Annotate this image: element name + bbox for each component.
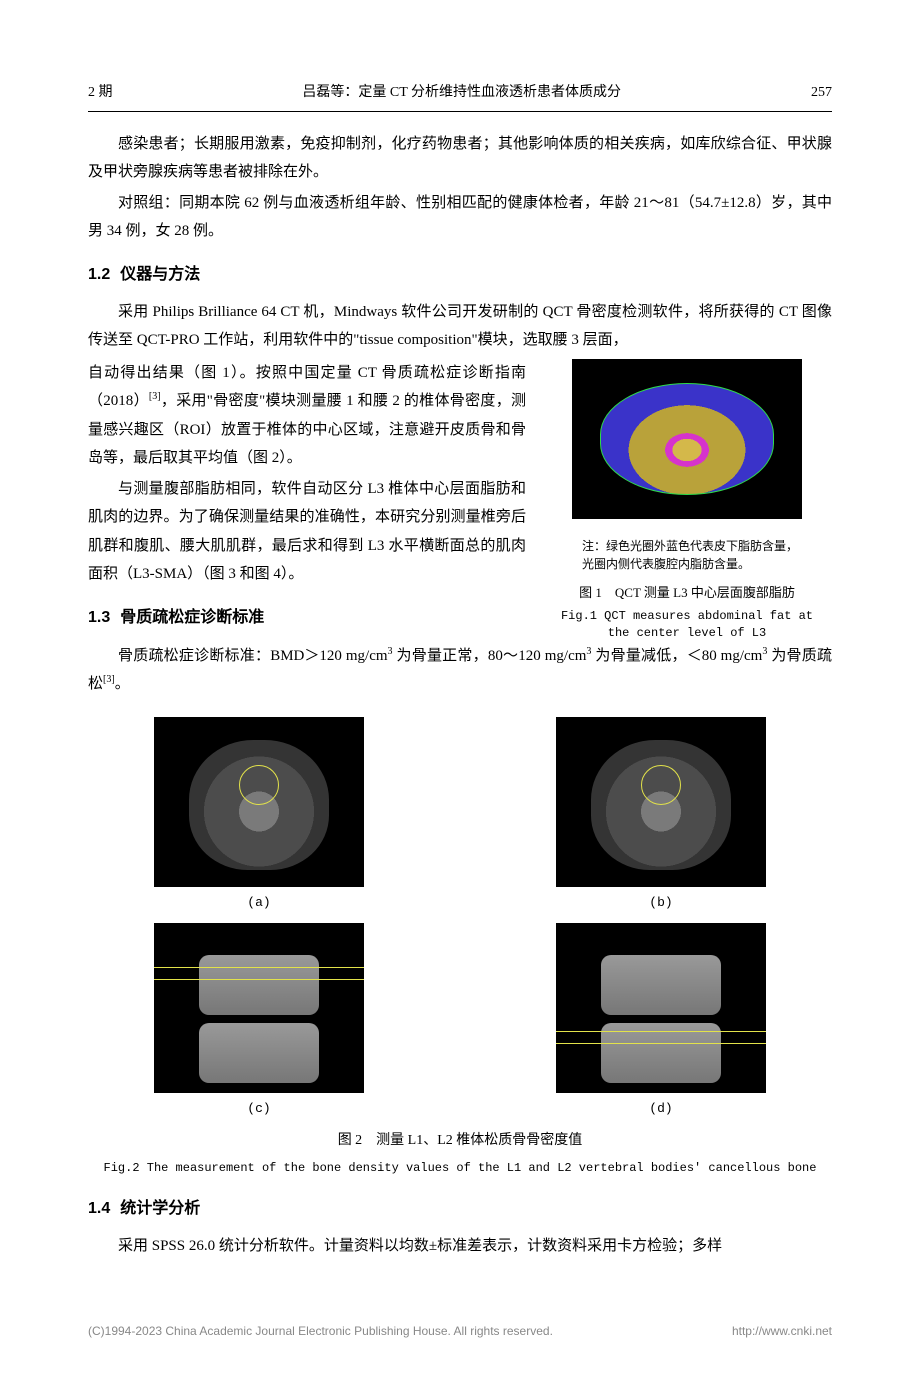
figure-1-column: 注：绿色光圈外蓝色代表皮下脂肪含量，光圈内侧代表腹腔内脂肪含量。 图 1 QCT… xyxy=(542,359,832,642)
figure-2-title-en: Fig.2 The measurement of the bone densit… xyxy=(88,1157,832,1180)
figure-2d-cell: (d) xyxy=(556,923,766,1122)
two-column-wrap: 自动得出结果（图 1）。按照中国定量 CT 骨质疏松症诊断指南（2018）[3]… xyxy=(88,359,832,642)
figure-2-title-cn: 图 2 测量 L1、L2 椎体松质骨骨密度值 xyxy=(88,1128,832,1155)
vertebra-bottom xyxy=(199,1023,319,1083)
vertebra-top xyxy=(199,955,319,1015)
vertebra-shape xyxy=(189,740,329,870)
issue-label: 2 期 xyxy=(88,80,113,107)
level-line xyxy=(154,967,364,968)
figure-1-image xyxy=(572,359,802,519)
figure-2a-label: (a) xyxy=(154,891,364,916)
vertebra-bottom xyxy=(601,1023,721,1083)
level-line xyxy=(556,1043,766,1044)
running-head: 2 期 吕磊等：定量 CT 分析维持性血液透析患者体质成分 257 xyxy=(88,80,832,112)
section-1-2-heading: 1.2 仪器与方法 xyxy=(88,260,832,290)
figure-2-titles: 图 2 测量 L1、L2 椎体松质骨骨密度值 Fig.2 The measure… xyxy=(88,1128,832,1179)
citation-3: [3] xyxy=(149,391,161,402)
section-1-4-heading: 1.4 统计学分析 xyxy=(88,1194,832,1224)
osteoporosis-criteria: 骨质疏松症诊断标准：BMD＞120 mg/cm3 为骨量正常，80～120 mg… xyxy=(88,642,832,699)
page-footer: (C)1994-2023 China Academic Journal Elec… xyxy=(88,1320,832,1343)
methods-paragraph-2: 自动得出结果（图 1）。按照中国定量 CT 骨质疏松症诊断指南（2018）[3]… xyxy=(88,359,526,473)
figure-2b-cell: (b) xyxy=(556,717,766,916)
exclusion-paragraph: 感染患者；长期服用激素，免疫抑制剂，化疗药物患者；其他影响体质的相关疾病，如库欣… xyxy=(88,130,832,187)
section-1-3-heading: 1.3 骨质疏松症诊断标准 xyxy=(88,603,526,633)
section-title: 仪器与方法 xyxy=(120,266,200,283)
figure-1-title-en: Fig.1 QCT measures abdominal fat at the … xyxy=(542,608,832,642)
page-number: 257 xyxy=(811,80,832,107)
statistics-paragraph: 采用 SPSS 26.0 统计分析软件。计量资料以均数±标准差表示，计数资料采用… xyxy=(88,1232,832,1261)
level-line xyxy=(154,979,364,980)
vertebra-top xyxy=(601,955,721,1015)
level-line xyxy=(556,1031,766,1032)
copyright-text: (C)1994-2023 China Academic Journal Elec… xyxy=(88,1320,553,1343)
citation-3: [3] xyxy=(103,674,115,685)
methods-paragraph-3: 与测量腹部脂肪相同，软件自动区分 L3 椎体中心层面脂肪和肌肉的边界。为了确保测… xyxy=(88,475,526,589)
figure-2b-label: (b) xyxy=(556,891,766,916)
left-text-column: 自动得出结果（图 1）。按照中国定量 CT 骨质疏松症诊断指南（2018）[3]… xyxy=(88,359,526,642)
section-number: 1.2 xyxy=(88,266,110,283)
cnki-url: http://www.cnki.net xyxy=(732,1320,832,1343)
roi-ring xyxy=(641,765,681,805)
control-group-paragraph: 对照组：同期本院 62 例与血液透析组年龄、性别相匹配的健康体检者，年龄 21～… xyxy=(88,189,832,246)
section-number: 1.4 xyxy=(88,1200,110,1217)
section-title: 统计学分析 xyxy=(120,1200,200,1217)
figure-2c-image xyxy=(154,923,364,1093)
roi-ring xyxy=(239,765,279,805)
vertebra-shape xyxy=(591,740,731,870)
figure-2d-image xyxy=(556,923,766,1093)
figure-2b-image xyxy=(556,717,766,887)
figure-1-note: 注：绿色光圈外蓝色代表皮下脂肪含量，光圈内侧代表腹腔内脂肪含量。 xyxy=(582,537,806,573)
section-title: 骨质疏松症诊断标准 xyxy=(120,609,264,626)
methods-paragraph-1: 采用 Philips Brilliance 64 CT 机，Mindways 软… xyxy=(88,298,832,355)
figure-2a-image xyxy=(154,717,364,887)
figure-2a-cell: (a) xyxy=(154,717,364,916)
running-title: 吕磊等：定量 CT 分析维持性血液透析患者体质成分 xyxy=(302,80,621,107)
section-number: 1.3 xyxy=(88,609,110,626)
ct-axial-slice xyxy=(600,383,774,495)
figure-2-grid: (a) (b) (c) (d) xyxy=(118,717,802,1122)
figure-2d-label: (d) xyxy=(556,1097,766,1122)
figure-2c-label: (c) xyxy=(154,1097,364,1122)
figure-1-title-cn: 图 1 QCT 测量 L3 中心层面腹部脂肪 xyxy=(542,581,832,606)
figure-2c-cell: (c) xyxy=(154,923,364,1122)
